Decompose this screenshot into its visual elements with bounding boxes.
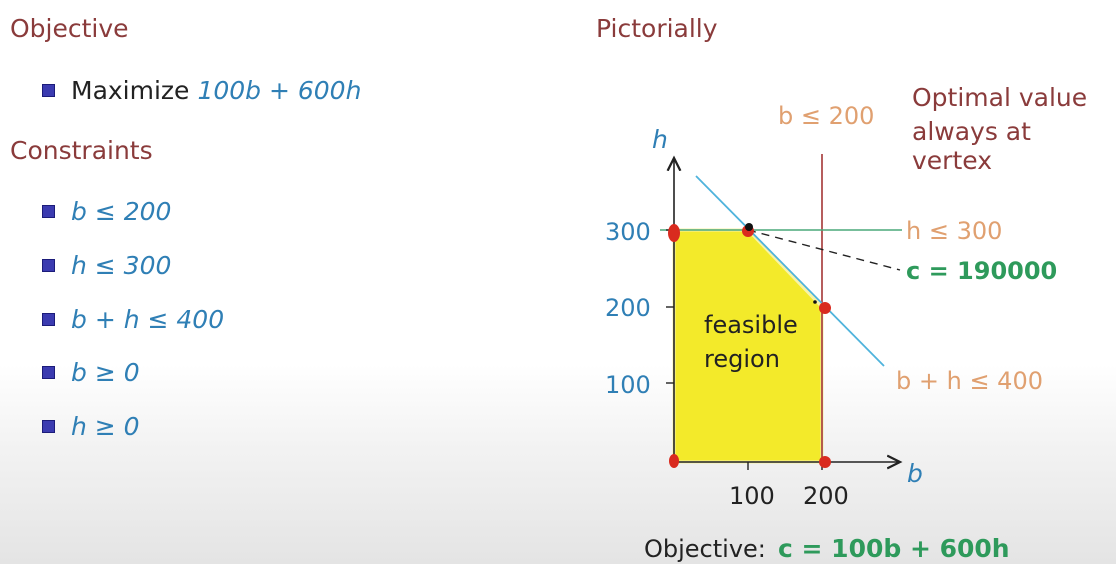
- bullet-square-icon: [42, 420, 55, 433]
- y-tick-label-200: 200: [605, 294, 651, 322]
- constraints-heading: Constraints: [10, 136, 153, 165]
- y-tick-label-100: 100: [605, 371, 651, 399]
- vertex-dot: [669, 454, 679, 468]
- maximize-label: Maximize: [71, 76, 190, 105]
- h-axis-label: h: [652, 125, 668, 154]
- y-tick-label-300: 300: [605, 218, 651, 246]
- constraint-item: b ≥ 0: [42, 358, 140, 387]
- bullet-square-icon: [42, 366, 55, 379]
- b-constraint-label: b ≤ 200: [778, 102, 874, 130]
- optimal-note-line1: Optimal value: [912, 83, 1088, 112]
- pictorially-heading: Pictorially: [596, 14, 718, 43]
- sum-constraint-label: b + h ≤ 400: [896, 367, 1043, 395]
- x-tick-label-100: 100: [729, 482, 775, 510]
- constraint-text: h ≥ 0: [71, 412, 140, 441]
- constraint-text: b ≤ 200: [71, 197, 172, 226]
- feasible-region-label-line1: feasible: [704, 311, 798, 339]
- objective-expression: 100b + 600h: [197, 76, 362, 105]
- constraint-text: b ≥ 0: [71, 358, 140, 387]
- objective-item: Maximize 100b + 600h: [42, 76, 361, 105]
- vertex-dot: [668, 224, 680, 242]
- objective-caption-prefix: Objective:: [644, 535, 766, 563]
- constraint-text: h ≤ 300: [71, 251, 172, 280]
- objective-caption-formula: c = 100b + 600h: [778, 534, 1010, 563]
- b-plus-h-le-400-line: [695, 175, 885, 367]
- b-axis-label: b: [907, 459, 923, 488]
- vertex-dot: [819, 456, 831, 468]
- vertex-dot: [819, 302, 831, 314]
- h-constraint-label: h ≤ 300: [906, 217, 1002, 245]
- small-mark: [813, 300, 817, 304]
- bullet-square-icon: [42, 205, 55, 218]
- feasible-region-label-line2: region: [704, 345, 780, 373]
- optimal-vertex-marker: [745, 223, 753, 231]
- objective-dashed-line: [747, 229, 901, 271]
- objective-heading: Objective: [10, 14, 129, 43]
- x-tick-label-200: 200: [803, 482, 849, 510]
- constraint-item: h ≤ 300: [42, 251, 171, 280]
- bullet-square-icon: [42, 313, 55, 326]
- optimal-note-line2: always at vertex: [912, 117, 1031, 175]
- constraint-item: h ≥ 0: [42, 412, 140, 441]
- c-value-label: c = 190000: [906, 257, 1057, 285]
- constraint-item: b + h ≤ 400: [42, 305, 224, 334]
- bullet-square-icon: [42, 84, 55, 97]
- constraint-text: b + h ≤ 400: [71, 305, 225, 334]
- constraint-item: b ≤ 200: [42, 197, 171, 226]
- bullet-square-icon: [42, 259, 55, 272]
